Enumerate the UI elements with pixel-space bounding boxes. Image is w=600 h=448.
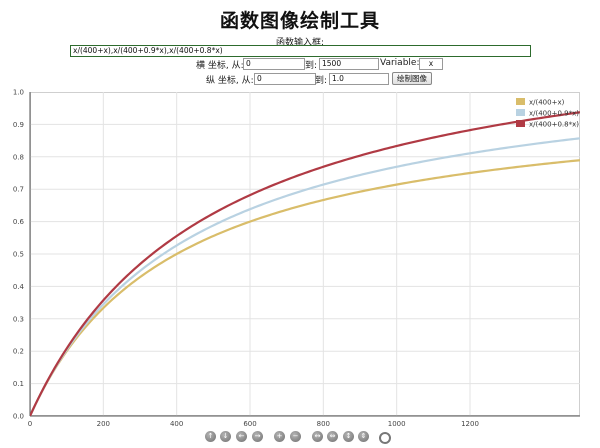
zoom-in-x-icon[interactable]: ↔ (312, 431, 323, 442)
legend-label-1: x/(400+x) (529, 99, 565, 107)
page-title: 函数图像绘制工具 (219, 10, 380, 32)
y-tick-label: 0.8 (13, 153, 24, 161)
x-tick-label: 1000 (388, 420, 406, 428)
y-tick-label: 0.9 (13, 121, 24, 129)
zoom-out-icon[interactable]: − (290, 431, 301, 442)
function-expression-input[interactable]: x/(400+x),x/(400+0.9*x),x/(400+0.8*x) (70, 45, 531, 57)
y-from-input[interactable]: 0 (254, 73, 316, 85)
y-tick-label: 0.2 (13, 348, 24, 356)
x-to-input[interactable]: 1500 (319, 58, 379, 70)
zoom-out-y-icon[interactable]: ⇕ (358, 431, 369, 442)
y-tick-label: 0.3 (13, 315, 24, 323)
function-input-label: 函数输入框: (275, 38, 325, 48)
x-from-input[interactable]: 0 (243, 58, 305, 70)
pan-left-icon[interactable]: ← (236, 431, 247, 442)
legend-swatch-1 (516, 98, 525, 105)
variable-label: Variable: (380, 58, 420, 68)
x-tick-label: 1200 (461, 420, 479, 428)
y-tick-label: 0.5 (13, 251, 24, 259)
y-tick-label: 0.6 (13, 218, 25, 226)
x-tick-label: 200 (97, 420, 110, 428)
y-tick-label: 1.0 (13, 89, 24, 97)
zoom-out-x-icon[interactable]: ⇔ (327, 431, 338, 442)
reset-view-icon[interactable] (379, 432, 391, 444)
pan-right-icon[interactable]: → (252, 431, 263, 442)
y-tick-label: 0.7 (13, 186, 24, 194)
draw-graph-button[interactable]: 绘制图像 (392, 72, 432, 85)
series-line-1 (30, 159, 580, 416)
y-tick-label: 0.1 (13, 380, 24, 388)
y-tick-label: 0.4 (13, 283, 25, 291)
pan-up-icon[interactable]: ↑ (205, 431, 216, 442)
legend-label-3: x/(400+0.8*x) (529, 121, 579, 129)
zoom-in-icon[interactable]: + (274, 431, 285, 442)
series-line-2 (30, 137, 580, 416)
y-to-input[interactable]: 1.0 (329, 73, 389, 85)
pan-down-icon[interactable]: ↓ (220, 431, 231, 442)
variable-input[interactable]: x (419, 58, 443, 70)
x-to-label: 到: (305, 61, 318, 71)
legend-swatch-2 (516, 109, 525, 116)
legend-swatch-3 (516, 120, 525, 127)
y-to-label: 到: (315, 76, 328, 86)
zoom-in-y-icon[interactable]: ↕ (343, 431, 354, 442)
x-tick-label: 0 (28, 420, 32, 428)
x-range-label: 横 坐标, 从: (196, 61, 244, 71)
series-line-3 (30, 111, 580, 416)
legend-label-2: x/(400+0.9*x) (529, 110, 579, 118)
x-tick-label: 800 (317, 420, 330, 428)
y-tick-label: 0.0 (13, 413, 24, 421)
x-tick-label: 400 (170, 420, 183, 428)
x-tick-label: 600 (243, 420, 256, 428)
y-range-label: 纵 坐标, 从: (206, 76, 254, 86)
graph-toolbar: ↑ ↓ ← → + − ↔ ⇔ ↕ ⇕ (0, 431, 600, 446)
